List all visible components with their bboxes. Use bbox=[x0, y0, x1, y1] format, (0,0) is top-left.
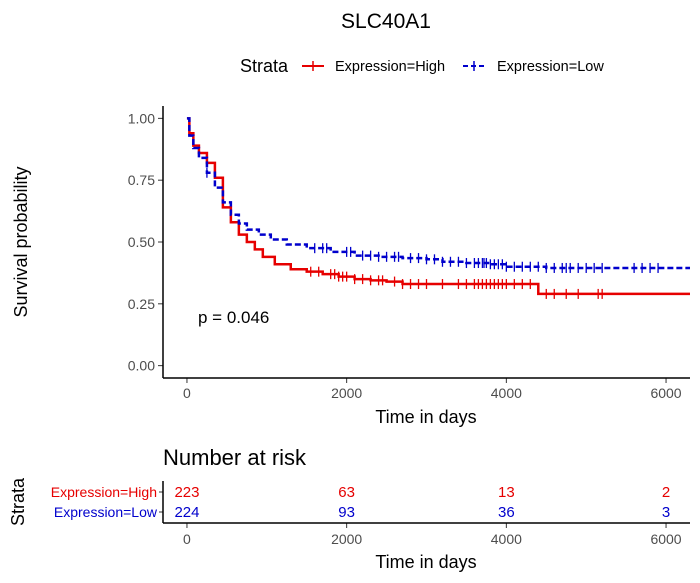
x-tick-label: 4000 bbox=[491, 385, 522, 401]
risk-cell: 63 bbox=[338, 484, 355, 501]
risk-table-x-axis-label: Time in days bbox=[375, 552, 476, 572]
risk-cell: 223 bbox=[174, 484, 199, 501]
legend-label-low: Expression=Low bbox=[497, 59, 604, 75]
risk-table-row-label-high: Expression=High bbox=[51, 484, 157, 500]
risk-x-tick-label: 6000 bbox=[650, 531, 681, 547]
risk-table-strata-label: Strata bbox=[8, 477, 28, 526]
legend: Strata Expression=High Expression=Low bbox=[240, 56, 604, 76]
x-tick-label: 6000 bbox=[650, 385, 681, 401]
y-tick-label: 0.75 bbox=[128, 172, 155, 188]
survival-plot: Survival probability Time in days p = 0.… bbox=[11, 106, 690, 427]
x-tick-label: 0 bbox=[183, 385, 191, 401]
risk-cell: 36 bbox=[498, 504, 515, 521]
risk-cell: 93 bbox=[338, 504, 355, 521]
risk-table: Number at risk Strata Expression=High Ex… bbox=[8, 445, 690, 572]
survival-curve-low bbox=[186, 117, 690, 270]
risk-table-row-label-low: Expression=Low bbox=[54, 504, 158, 520]
risk-cell: 2 bbox=[662, 484, 670, 501]
risk-x-tick-label: 4000 bbox=[491, 531, 522, 547]
legend-item-low: Expression=Low bbox=[463, 59, 604, 75]
risk-cell: 224 bbox=[174, 504, 199, 521]
x-axis-label: Time in days bbox=[375, 407, 476, 427]
legend-item-high: Expression=High bbox=[302, 59, 445, 75]
y-tick-label: 1.00 bbox=[128, 110, 155, 126]
risk-table-cells: 223 63 13 2 224 93 36 3 bbox=[159, 484, 670, 521]
legend-title: Strata bbox=[240, 56, 289, 76]
chart-title: SLC40A1 bbox=[341, 10, 431, 33]
y-tick-label: 0.25 bbox=[128, 296, 155, 312]
risk-x-tick-label: 0 bbox=[183, 531, 191, 547]
x-tick-label: 2000 bbox=[331, 385, 362, 401]
y-tick-label: 0.50 bbox=[128, 234, 155, 250]
survival-curves bbox=[186, 117, 690, 299]
y-axis-ticks: 0.00 0.25 0.50 0.75 1.00 bbox=[128, 110, 163, 374]
x-axis-ticks: 0 2000 4000 6000 bbox=[183, 378, 682, 401]
p-value-annotation: p = 0.046 bbox=[198, 308, 269, 327]
risk-cell: 3 bbox=[662, 504, 670, 521]
legend-label-high: Expression=High bbox=[335, 59, 445, 75]
y-axis-label: Survival probability bbox=[11, 166, 31, 317]
risk-table-title: Number at risk bbox=[163, 445, 307, 470]
risk-cell: 13 bbox=[498, 484, 515, 501]
risk-table-x-ticks: 0 2000 4000 6000 bbox=[183, 523, 682, 547]
risk-x-tick-label: 2000 bbox=[331, 531, 362, 547]
y-tick-label: 0.00 bbox=[128, 358, 155, 374]
